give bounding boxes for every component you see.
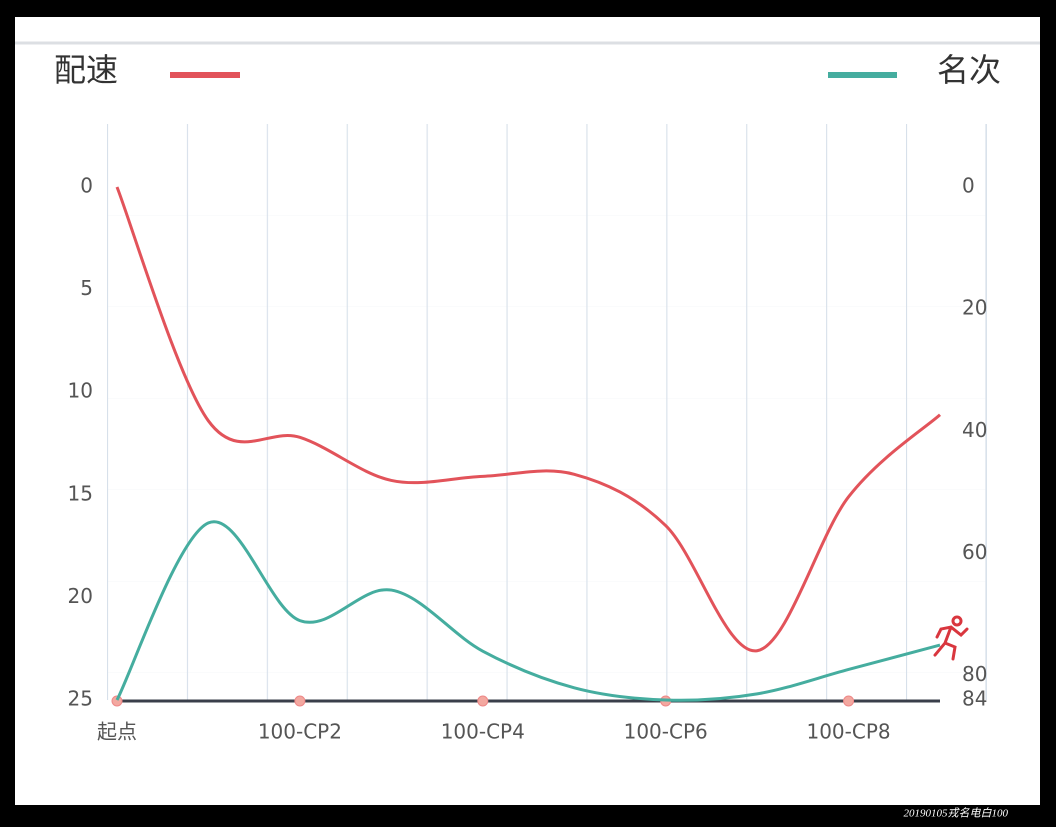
series-line [115, 186, 942, 653]
x-tick-dot [477, 695, 489, 707]
y-tick-label: 0 [80, 174, 93, 198]
x-tick-dot [294, 695, 306, 707]
y-tick-label: 15 [68, 481, 93, 505]
legend-label: 配速 [54, 51, 118, 89]
series-line [115, 520, 941, 702]
y-tick-label: 20 [68, 584, 93, 608]
x-tick-dot [111, 695, 123, 707]
y2-tick-label: 0 [962, 174, 975, 198]
y2-tick-label: 60 [962, 540, 987, 564]
y-tick-label: 5 [80, 276, 93, 300]
legend-label: 名次 [937, 51, 1001, 89]
runner-icon [933, 615, 969, 661]
x-tick-label: 100-CP2 [258, 720, 342, 744]
x-tick-dot [843, 695, 855, 707]
watermark: 20190105戎名电白100 [904, 807, 1009, 820]
x-tick-label: 100-CP6 [624, 720, 708, 744]
x-tick-label: 起点 [97, 720, 137, 744]
y2-tick-label: 84 [962, 687, 987, 711]
x-tick-label: 100-CP4 [441, 720, 525, 744]
y2-tick-label: 20 [962, 296, 987, 320]
y-tick-label: 25 [68, 687, 93, 711]
y2-tick-label: 80 [962, 662, 987, 686]
x-tick-label: 100-CP8 [806, 720, 890, 744]
background-grid [107, 124, 987, 700]
y2-tick-label: 40 [962, 418, 987, 442]
y-tick-label: 10 [68, 379, 93, 403]
